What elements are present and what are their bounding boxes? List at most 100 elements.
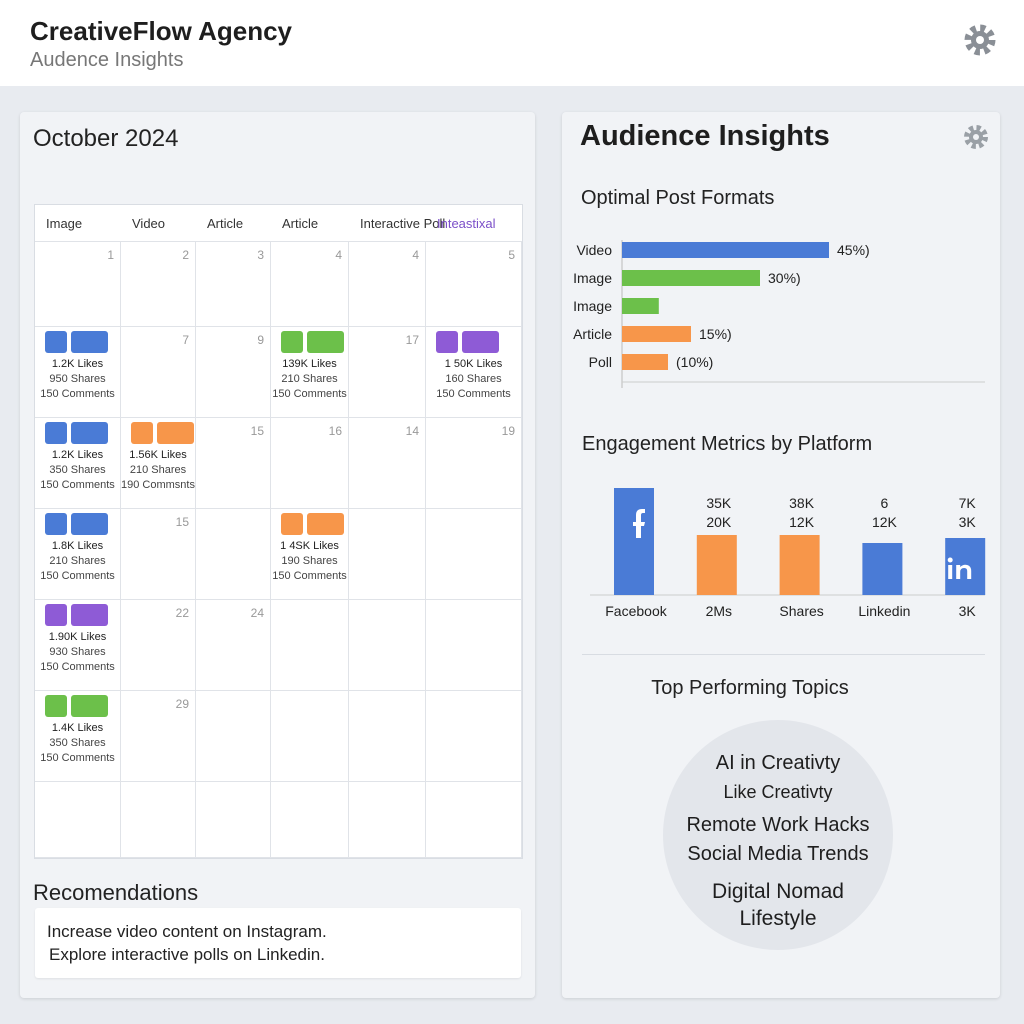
- value-label: (10%): [676, 354, 713, 370]
- post-shares: 210 Shares: [281, 373, 338, 385]
- category-label: 2Ms: [706, 603, 732, 619]
- topics-list: AI in Creativty Like Creativty Remote Work…: [663, 750, 893, 934]
- insights-settings-button[interactable]: [962, 123, 990, 151]
- day-cell: [426, 600, 522, 691]
- post-icon: [281, 513, 303, 535]
- post-shares: 210 Shares: [49, 555, 106, 567]
- day-number: 29: [175, 697, 189, 711]
- day-cell: 1.2K Likes 950 Shares 150 Comments: [35, 327, 121, 418]
- category-label: 3K: [959, 603, 977, 619]
- day-cell: [349, 691, 426, 782]
- day-cell: 2: [121, 242, 196, 327]
- category-label: Image: [573, 298, 612, 314]
- post-likes: 1.90K Likes: [48, 631, 107, 643]
- day-cell: [426, 509, 522, 600]
- post-likes: 1.8K Likes: [51, 540, 104, 552]
- post-icon: [131, 422, 153, 444]
- bar: [696, 535, 737, 595]
- topic: Digital Nomad Lifestyle: [712, 880, 844, 930]
- post-shares: 190 Shares: [281, 555, 338, 567]
- day-number: 7: [182, 333, 189, 347]
- post-icon: [45, 695, 67, 717]
- post-icon: [436, 331, 458, 353]
- value-label: 15%): [699, 326, 732, 342]
- post-likes: 139K Likes: [282, 358, 337, 370]
- post-comments: 150 Comments: [40, 661, 115, 673]
- category-label: Video: [576, 242, 612, 258]
- day-cell: 1.8K Likes 210 Shares 150 Comments: [35, 509, 121, 600]
- calendar-grid: Image Video Article Article Interactive Poll…: [34, 204, 523, 859]
- day-cell: 1.2K Likes 350 Shares 150 Comments: [35, 418, 121, 509]
- day-number: 9: [257, 333, 264, 347]
- day-cell: 1 50K Likes 160 Shares 150 Comments: [426, 327, 522, 418]
- topic: Remote Work Hacks: [686, 814, 870, 836]
- topics-circle: [663, 720, 893, 950]
- header-divider: [35, 241, 522, 242]
- bar: [622, 326, 691, 342]
- day-cell: [349, 782, 426, 858]
- day-number: 15: [250, 424, 264, 438]
- app-title: CreativeFlow Agency: [30, 16, 293, 46]
- post-shares: 160 Shares: [445, 373, 502, 385]
- day-cell: 15: [121, 509, 196, 600]
- category-label: Poll: [589, 354, 612, 370]
- bar: [779, 535, 820, 595]
- day-cell: [271, 600, 349, 691]
- post-comments: 150 Comments: [40, 570, 115, 582]
- bar: [614, 488, 654, 595]
- post-thumb: [71, 331, 108, 353]
- day-cell: 29: [121, 691, 196, 782]
- post-thumb: [307, 331, 344, 353]
- post-comments: 150 Comments: [40, 479, 115, 491]
- day-cell: 9: [196, 327, 271, 418]
- bar-label: 3K: [959, 514, 977, 530]
- day-cell: 4: [349, 242, 426, 327]
- linkedin-logo-n: [956, 564, 972, 579]
- column-header: Interactive Poll: [360, 216, 446, 231]
- post-thumb: [71, 604, 108, 626]
- day-number: 1: [107, 248, 114, 262]
- day-cell: [271, 782, 349, 858]
- bar: [622, 354, 668, 370]
- post-thumb: [71, 695, 108, 717]
- day-cell: 19: [426, 418, 522, 509]
- post-thumb: [71, 513, 108, 535]
- post-icon: [45, 604, 67, 626]
- bar-label: 35K: [706, 495, 732, 511]
- day-cell: 17: [349, 327, 426, 418]
- post-shares: 350 Shares: [49, 464, 106, 476]
- day-cell: [121, 782, 196, 858]
- column-header: Image: [46, 216, 83, 231]
- post-shares: 210 Shares: [129, 464, 187, 476]
- linkedin-logo-i: [948, 565, 953, 579]
- post-thumb: [157, 422, 194, 444]
- day-number: 4: [335, 248, 342, 262]
- day-cell: [271, 691, 349, 782]
- recommendation: Explore interactive polls on Linkedin.: [49, 945, 325, 964]
- settings-button[interactable]: [962, 22, 998, 58]
- bar-label: 20K: [706, 514, 732, 530]
- post-likes: 1.4K Likes: [51, 722, 104, 734]
- category-label: Article: [573, 326, 612, 342]
- bar: [622, 298, 659, 314]
- day-cell: 7: [121, 327, 196, 418]
- post-icon: [45, 513, 67, 535]
- day-cell: 139K Likes 210 Shares 150 Comments: [271, 327, 349, 418]
- bar-label: 7K: [959, 495, 977, 511]
- post-icon: [281, 331, 303, 353]
- post-comments: 150 Comments: [272, 570, 347, 582]
- day-cell: 1 4SK Likes 190 Shares 150 Comments: [271, 509, 349, 600]
- bar-label: 12K: [872, 514, 898, 530]
- column-header: Article: [207, 216, 244, 231]
- day-number: 19: [501, 424, 515, 438]
- day-cell: [349, 509, 426, 600]
- bar-label: 12K: [789, 514, 815, 530]
- post-likes: 1.2K Likes: [51, 449, 104, 461]
- app-subtitle: Audence Insights: [30, 49, 184, 71]
- value-label: 30%): [768, 270, 801, 286]
- category-label: Image: [573, 270, 612, 286]
- day-cell: 1: [35, 242, 121, 327]
- day-cell: 5: [426, 242, 522, 327]
- post-comments: 150 Comments: [40, 752, 115, 764]
- column-header: Video: [132, 216, 166, 231]
